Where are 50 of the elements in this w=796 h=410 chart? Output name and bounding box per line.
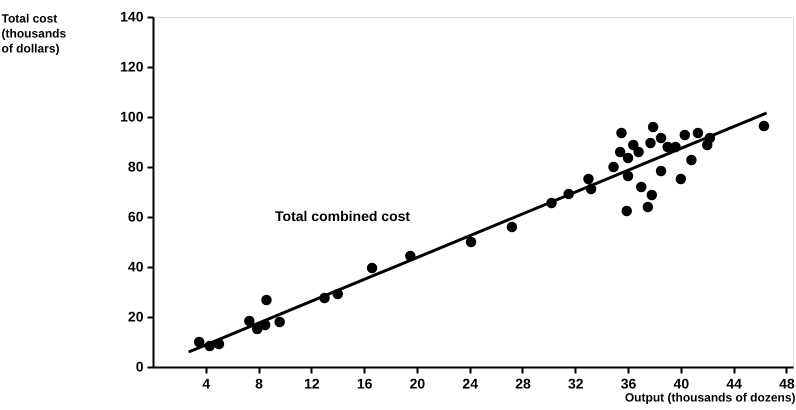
point (274, 316, 285, 328)
y-tick-label: 20 (128, 308, 144, 324)
point (614, 146, 626, 158)
y-tick-label: 0 (136, 358, 144, 374)
point (261, 294, 272, 306)
x-tick-label: 24 (462, 376, 478, 392)
point (621, 206, 632, 216)
point (656, 166, 666, 176)
x-axis-title: Output (thousands of dozens) (624, 390, 796, 404)
y-axis-title: Total cost (thousands of dollars) (2, 12, 66, 56)
x-tick-label: 32 (568, 376, 584, 392)
y-tick-label: 100 (120, 108, 144, 124)
y-tick-label: 60 (128, 208, 144, 224)
point (646, 190, 658, 200)
x-tick-label: 8 (255, 376, 264, 392)
point (506, 222, 518, 232)
point (583, 174, 594, 184)
y-tick-label: 40 (128, 258, 144, 274)
y-tick-label: 80 (128, 158, 144, 174)
point (633, 146, 644, 158)
annotation: Total combined cost (275, 208, 410, 224)
point (636, 182, 646, 192)
y-tick-label: 120 (120, 58, 144, 74)
x-tick-label: 4 (202, 376, 210, 392)
x-tick-label: 20 (410, 376, 426, 392)
point (648, 122, 658, 132)
point (616, 128, 627, 138)
x-tick-label: 16 (356, 376, 373, 392)
point (686, 154, 697, 166)
point (608, 162, 619, 172)
point (656, 132, 666, 144)
point (758, 120, 770, 132)
point (194, 336, 204, 348)
point (622, 152, 634, 164)
point (676, 174, 686, 184)
x-tick-label: 48 (779, 376, 795, 392)
x-tick-label: 40 (674, 376, 690, 392)
y-tick-label: 140 (120, 8, 144, 24)
point (466, 236, 476, 248)
point (642, 202, 654, 212)
x-tick-label: 28 (515, 376, 531, 392)
point (692, 128, 704, 138)
x-tick-label: 12 (304, 376, 320, 392)
x-tick-label: 44 (726, 376, 742, 392)
point (680, 130, 690, 140)
point (244, 316, 255, 326)
x-tick-label: 36 (620, 376, 637, 392)
point (366, 262, 378, 274)
point (628, 140, 639, 150)
point (645, 138, 656, 148)
